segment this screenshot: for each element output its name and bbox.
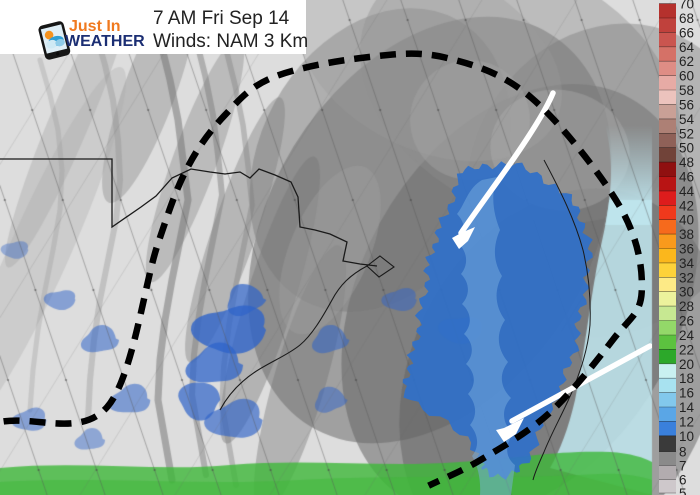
svg-text:30: 30 [679, 285, 694, 300]
svg-text:58: 58 [679, 83, 694, 98]
svg-text:46: 46 [679, 170, 694, 185]
svg-text:16: 16 [679, 386, 694, 401]
svg-text:28: 28 [679, 299, 694, 314]
svg-text:36: 36 [679, 242, 694, 257]
svg-text:5: 5 [679, 486, 687, 495]
svg-text:66: 66 [679, 25, 694, 40]
svg-text:34: 34 [679, 256, 695, 271]
svg-text:20: 20 [679, 357, 694, 372]
svg-text:22: 22 [679, 342, 694, 357]
svg-text:56: 56 [679, 97, 694, 112]
svg-text:62: 62 [679, 54, 694, 69]
svg-text:54: 54 [679, 112, 695, 127]
svg-text:Winds: NAM 3 Km: Winds: NAM 3 Km [153, 31, 308, 52]
svg-text:26: 26 [679, 314, 694, 329]
svg-text:8: 8 [679, 445, 687, 460]
svg-text:50: 50 [679, 141, 694, 156]
svg-text:32: 32 [679, 270, 694, 285]
svg-text:7 AM Fri Sep 14: 7 AM Fri Sep 14 [153, 8, 290, 29]
svg-text:40: 40 [679, 213, 694, 228]
svg-text:68: 68 [679, 11, 694, 26]
svg-text:14: 14 [679, 400, 695, 415]
svg-text:12: 12 [679, 414, 694, 429]
svg-text:70: 70 [679, 0, 694, 12]
svg-text:18: 18 [679, 371, 694, 386]
svg-text:7: 7 [679, 459, 687, 474]
svg-text:38: 38 [679, 227, 694, 242]
svg-text:42: 42 [679, 198, 694, 213]
svg-text:10: 10 [679, 429, 694, 444]
svg-text:52: 52 [679, 126, 694, 141]
svg-text:24: 24 [679, 328, 695, 343]
svg-text:60: 60 [679, 69, 694, 84]
svg-text:44: 44 [679, 184, 695, 199]
svg-text:64: 64 [679, 40, 695, 55]
svg-text:WEATHER: WEATHER [65, 33, 145, 50]
svg-text:48: 48 [679, 155, 694, 170]
